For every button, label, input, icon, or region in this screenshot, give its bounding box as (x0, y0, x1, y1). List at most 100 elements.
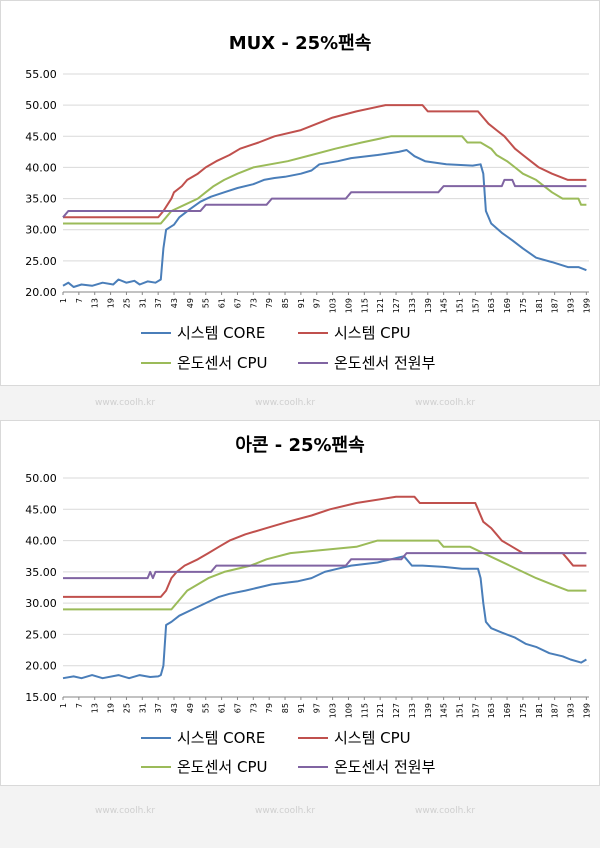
watermark: www.coolh.kr (95, 398, 156, 408)
x-tick-label: 133 (408, 703, 417, 718)
y-tick-label: 30.00 (25, 597, 57, 610)
chart-panel-acorn: 아콘 - 25%팬속 15.00 20.00 25.00 30.00 35.00 40.00… (0, 420, 600, 786)
x-tick-label: 91 (297, 298, 306, 308)
x-tick-label: 13 (91, 298, 100, 308)
x-tick-label: 19 (107, 703, 116, 713)
watermark: www.coolh.kr (415, 398, 476, 408)
x-tick-label: 31 (138, 703, 147, 713)
x-tick-label: 169 (503, 298, 512, 313)
x-tick-label: 13 (91, 703, 100, 713)
x-tick-label: 157 (471, 298, 480, 313)
x-tick-label: 49 (186, 298, 195, 308)
x-tick-label: 1 (59, 298, 68, 303)
x-tick-label: 97 (313, 703, 322, 713)
watermark: www.coolh.kr (95, 806, 156, 816)
x-tick-label: 43 (170, 703, 179, 713)
x-tick-label: 199 (582, 703, 591, 718)
series-line-3 (63, 135, 587, 225)
chart-title: MUX - 25%팬속 (229, 33, 372, 54)
x-tick-label: 181 (535, 703, 544, 718)
series-line-2 (63, 495, 587, 598)
y-tick-label: 15.00 (25, 691, 57, 704)
x-tick-label: 1 (59, 703, 68, 708)
legend-label: 온도센서 전원부 (334, 354, 436, 372)
watermark: www.coolh.kr (255, 806, 316, 816)
watermark: www.coolh.kr (415, 806, 476, 816)
legend-label: 시스템 CORE (177, 324, 265, 342)
x-tick-label: 103 (329, 703, 338, 718)
x-tick-label: 85 (281, 703, 290, 713)
x-tick-label: 121 (376, 298, 385, 313)
x-tick-label: 145 (440, 298, 449, 313)
x-tick-label: 145 (440, 703, 449, 718)
x-tick-label: 73 (249, 298, 258, 308)
x-tick-label: 127 (392, 703, 401, 718)
y-tick-label: 30.00 (25, 224, 57, 237)
x-tick-label: 169 (503, 703, 512, 718)
legend-label: 시스템 CPU (334, 729, 411, 747)
y-tick-label: 25.00 (25, 628, 57, 641)
y-tick-label: 20.00 (25, 660, 57, 673)
x-tick-label: 175 (519, 298, 528, 313)
page-gap-bottom: www.coolh.kr www.coolh.kr www.coolh.kr (0, 786, 600, 848)
x-tick-label: 61 (218, 298, 227, 308)
y-tick-label: 40.00 (25, 161, 57, 174)
page-gap-top: www.coolh.kr www.coolh.kr www.coolh.kr (0, 386, 600, 420)
x-tick-label: 127 (392, 298, 401, 313)
y-tick-label: 50.00 (25, 99, 57, 112)
series-line-3 (63, 539, 587, 611)
y-tick-label: 45.00 (25, 503, 57, 516)
x-tick-label: 151 (455, 298, 464, 313)
legend-label: 온도센서 CPU (177, 758, 267, 776)
x-tick-label: 199 (582, 298, 591, 313)
x-tick-label: 7 (75, 703, 84, 708)
x-tick-label: 97 (313, 298, 322, 308)
series-line-1 (62, 555, 587, 680)
x-tick-label: 19 (107, 298, 116, 308)
x-tick-label: 115 (360, 703, 369, 718)
y-tick-label: 35.00 (25, 566, 57, 579)
x-tick-label: 55 (202, 703, 211, 713)
x-tick-label: 193 (566, 703, 575, 718)
x-tick-label: 67 (233, 298, 242, 308)
x-tick-label: 103 (329, 298, 338, 313)
x-tick-label: 7 (75, 298, 84, 303)
legend-label: 시스템 CORE (177, 729, 265, 747)
line-chart-acorn: 아콘 - 25%팬속 15.00 20.00 25.00 30.00 35.00 40.00… (25, 435, 591, 776)
x-tick-label: 25 (122, 703, 131, 713)
y-tick-label: 40.00 (25, 535, 57, 548)
x-tick-label: 25 (122, 298, 131, 308)
x-tick-label: 79 (265, 703, 274, 713)
x-tick-label: 157 (471, 703, 480, 718)
y-tick-label: 25.00 (25, 255, 57, 268)
x-tick-label: 43 (170, 298, 179, 308)
x-tick-label: 91 (297, 703, 306, 713)
legend-label: 온도센서 CPU (177, 354, 267, 372)
series-line-4 (63, 552, 587, 580)
watermark: www.coolh.kr (255, 398, 316, 408)
y-tick-label: 20.00 (25, 286, 57, 299)
x-tick-label: 55 (202, 298, 211, 308)
x-tick-label: 85 (281, 298, 290, 308)
y-tick-label: 50.00 (25, 472, 57, 485)
chart-panel-mux: MUX - 25%팬속 20.00 25.00 30.00 35.00 40.00 45.0… (0, 0, 600, 386)
legend-label: 온도센서 전원부 (334, 758, 436, 776)
y-tick-label: 45.00 (25, 130, 57, 143)
x-tick-label: 109 (344, 703, 353, 718)
x-tick-label: 163 (487, 703, 496, 718)
x-tick-label: 175 (519, 703, 528, 718)
x-tick-label: 139 (424, 298, 433, 313)
series-line-1 (62, 149, 587, 288)
x-tick-label: 139 (424, 703, 433, 718)
x-tick-label: 37 (154, 298, 163, 308)
x-tick-label: 79 (265, 298, 274, 308)
x-tick-label: 109 (344, 298, 353, 313)
y-tick-label: 55.00 (25, 68, 57, 81)
x-tick-label: 187 (551, 703, 560, 718)
x-tick-label: 181 (535, 298, 544, 313)
x-tick-label: 37 (154, 703, 163, 713)
x-tick-label: 61 (218, 703, 227, 713)
x-tick-label: 67 (233, 703, 242, 713)
x-tick-label: 163 (487, 298, 496, 313)
x-tick-label: 49 (186, 703, 195, 713)
